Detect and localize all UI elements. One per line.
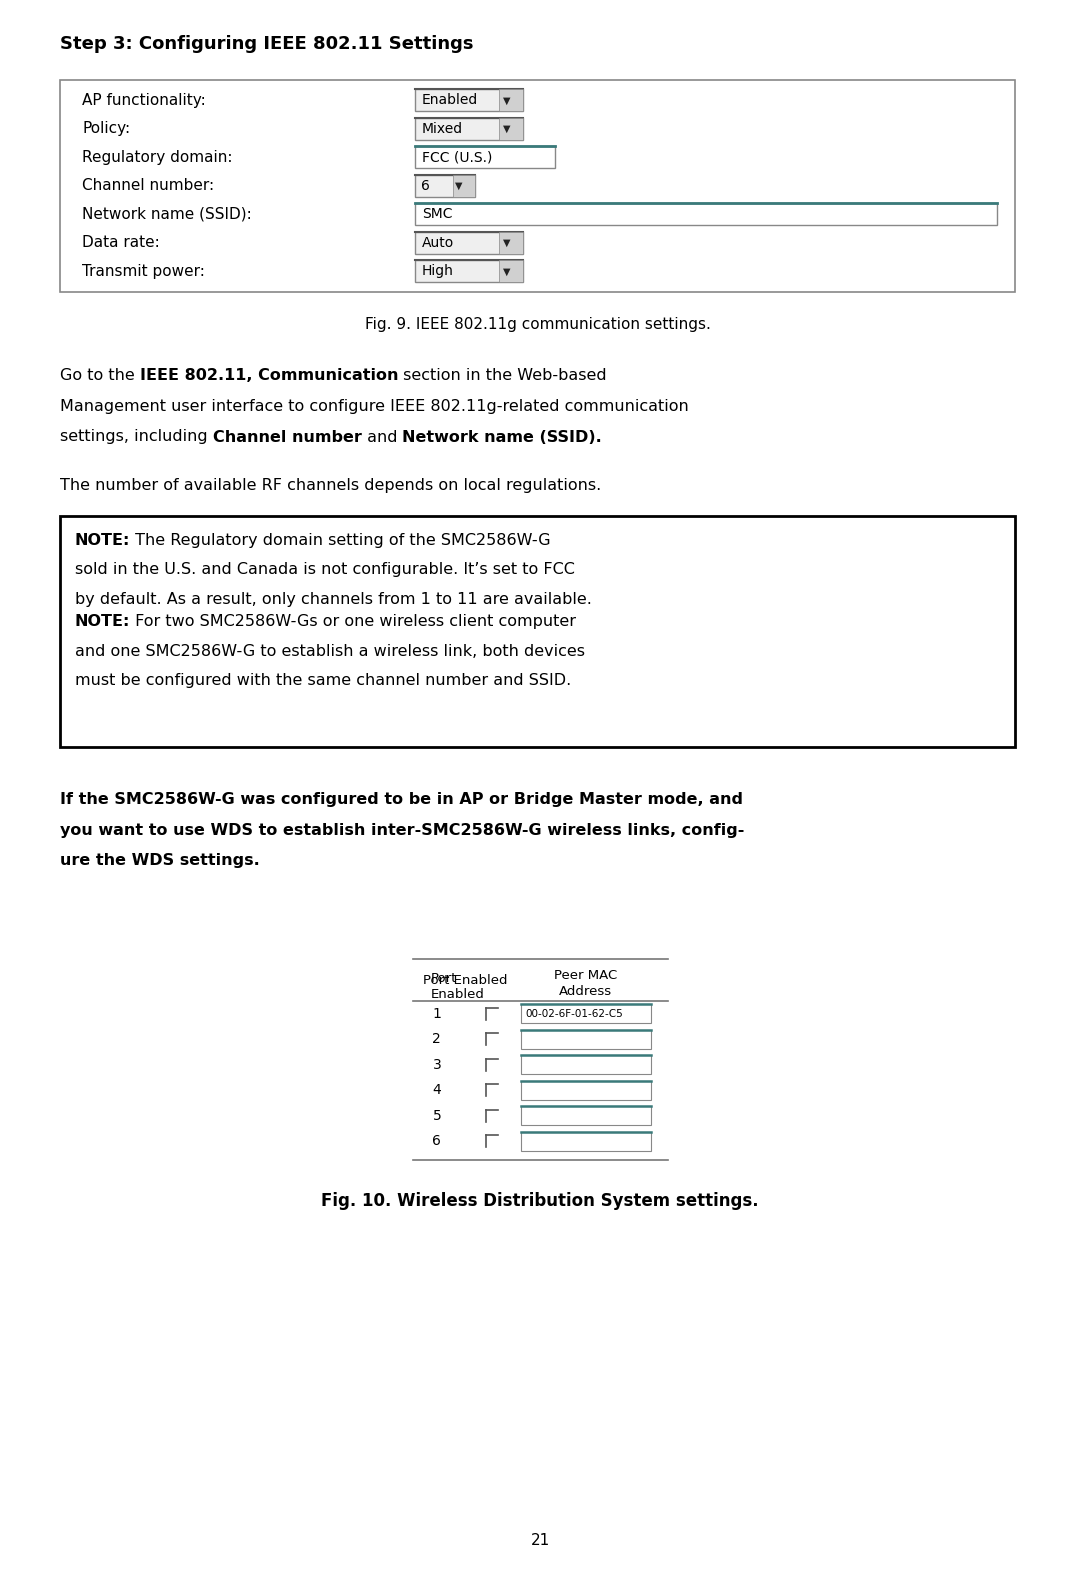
Bar (499, 261, 523, 283)
Bar (60, 517, 1015, 747)
Bar (415, 261, 523, 283)
Bar (499, 118, 523, 140)
Bar (499, 232, 523, 254)
Text: SMC: SMC (422, 207, 453, 221)
Text: Channel number:: Channel number: (82, 179, 214, 193)
Bar (415, 174, 475, 196)
Text: AP functionality:: AP functionality: (82, 93, 206, 108)
Text: ▼: ▼ (503, 124, 511, 135)
Text: Channel number: Channel number (213, 430, 362, 444)
Text: 21: 21 (530, 1532, 550, 1548)
Bar (415, 232, 523, 254)
Text: NOTE:: NOTE: (75, 614, 131, 630)
Text: sold in the U.S. and Canada is not configurable. It’s set to FCC: sold in the U.S. and Canada is not confi… (75, 562, 575, 578)
Text: The number of available RF channels depends on local regulations.: The number of available RF channels depe… (60, 477, 602, 493)
Text: Transmit power:: Transmit power: (82, 264, 205, 279)
Text: Step 3: Configuring IEEE 802.11 Settings: Step 3: Configuring IEEE 802.11 Settings (60, 35, 473, 53)
Text: ▼: ▼ (503, 267, 511, 276)
Text: 00-02-6F-01-62-C5: 00-02-6F-01-62-C5 (526, 1010, 623, 1019)
Bar (415, 146, 555, 168)
Text: ▼: ▼ (503, 96, 511, 105)
Text: ▼: ▼ (503, 239, 511, 248)
Text: Peer MAC: Peer MAC (554, 969, 617, 981)
Text: Fig. 9. IEEE 802.11g communication settings.: Fig. 9. IEEE 802.11g communication setti… (365, 317, 711, 331)
Text: Network name (SSID):: Network name (SSID): (82, 207, 252, 221)
Bar (499, 89, 523, 111)
Text: Mixed: Mixed (422, 122, 463, 135)
Bar (521, 1132, 650, 1151)
Text: Address: Address (559, 984, 612, 999)
Text: Fig. 10. Wireless Distribution System settings.: Fig. 10. Wireless Distribution System se… (321, 1192, 759, 1210)
Bar (521, 1107, 650, 1126)
Text: 6: 6 (432, 1134, 442, 1148)
Text: must be configured with the same channel number and SSID.: must be configured with the same channel… (75, 674, 571, 688)
Text: For two SMC2586W-Gs or one wireless client computer: For two SMC2586W-Gs or one wireless clie… (131, 614, 577, 630)
Text: and one SMC2586W-G to establish a wireless link, both devices: and one SMC2586W-G to establish a wirele… (75, 644, 585, 659)
Bar (415, 118, 523, 140)
Text: you want to use WDS to establish inter-SMC2586W-G wireless links, config-: you want to use WDS to establish inter-S… (60, 823, 744, 838)
Text: Data rate:: Data rate: (82, 236, 160, 250)
Bar (521, 1080, 650, 1099)
Text: 4: 4 (432, 1083, 442, 1097)
Text: High: High (422, 264, 454, 278)
Text: 5: 5 (432, 1108, 442, 1123)
Bar (521, 1055, 650, 1074)
Text: Management user interface to configure IEEE 802.11g-related communication: Management user interface to configure I… (60, 399, 689, 414)
Text: If the SMC2586W-G was configured to be in AP or Bridge Master mode, and: If the SMC2586W-G was configured to be i… (60, 793, 743, 807)
Text: 6: 6 (421, 179, 430, 193)
Text: NOTE:: NOTE: (75, 532, 131, 548)
Text: by default. As a result, only channels from 1 to 11 are available.: by default. As a result, only channels f… (75, 592, 592, 608)
Text: ▼: ▼ (455, 181, 462, 192)
Text: ure the WDS settings.: ure the WDS settings. (60, 854, 260, 868)
Bar (415, 89, 523, 111)
Text: and: and (362, 430, 402, 444)
Text: Policy:: Policy: (82, 121, 130, 137)
Text: Auto: Auto (422, 236, 455, 250)
Bar (415, 203, 997, 225)
Text: FCC (U.S.): FCC (U.S.) (422, 151, 492, 165)
Text: IEEE 802.11, Communication: IEEE 802.11, Communication (140, 369, 399, 383)
Text: Port: Port (431, 972, 457, 984)
Text: The Regulatory domain setting of the SMC2586W-G: The Regulatory domain setting of the SMC… (131, 532, 551, 548)
Text: section in the Web-based: section in the Web-based (399, 369, 607, 383)
Bar (60, 80, 1015, 292)
Bar (521, 1030, 650, 1049)
Text: Network name (SSID).: Network name (SSID). (402, 430, 602, 444)
Text: Enabled: Enabled (422, 93, 478, 107)
Bar (453, 174, 475, 196)
Text: 1: 1 (432, 1006, 442, 1020)
Text: Regulatory domain:: Regulatory domain: (82, 149, 232, 165)
Text: Port Enabled: Port Enabled (423, 973, 508, 988)
Text: 3: 3 (432, 1058, 442, 1072)
Text: 2: 2 (432, 1031, 442, 1046)
Text: settings, including: settings, including (60, 430, 213, 444)
Text: Enabled: Enabled (431, 988, 484, 1002)
Bar (521, 1005, 650, 1024)
Text: Go to the: Go to the (60, 369, 140, 383)
